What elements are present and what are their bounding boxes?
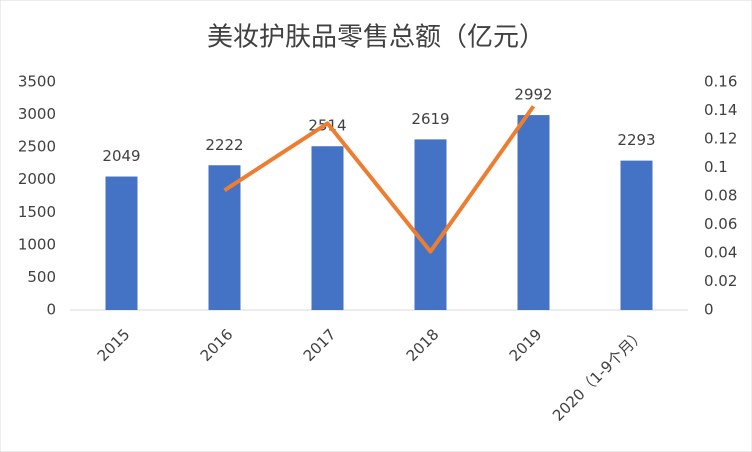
bar <box>517 115 550 310</box>
bar <box>208 165 241 310</box>
y2-tick-label: 0.04 <box>704 244 737 262</box>
y-tick-label: 1000 <box>18 235 56 253</box>
y-tick-label: 1500 <box>18 203 56 221</box>
y-tick-label: 0 <box>46 301 56 319</box>
bar <box>311 146 344 310</box>
bar <box>620 160 653 310</box>
bar <box>414 139 447 310</box>
y2-tick-label: 0 <box>704 301 714 319</box>
value-label: 2049 <box>102 147 140 165</box>
value-label: 2222 <box>205 136 243 154</box>
value-label: 2992 <box>514 86 552 104</box>
line <box>223 105 536 254</box>
chart-title: 美妆护肤品零售总额（亿元） <box>207 23 545 53</box>
y-tick-label: 2000 <box>18 170 56 188</box>
y2-tick-label: 0.1 <box>704 158 728 176</box>
y2-tick-label: 0.14 <box>704 101 737 119</box>
y2-tick-label: 0.08 <box>704 187 737 205</box>
y2-tick-label: 0.12 <box>704 130 737 148</box>
y-tick-label: 2500 <box>18 138 56 156</box>
value-label: 2619 <box>411 110 449 128</box>
y2-tick-label: 0.02 <box>704 272 737 290</box>
y-tick-label: 500 <box>27 268 56 286</box>
y-tick-label: 3000 <box>18 105 56 123</box>
y-tick-label: 3500 <box>18 73 56 91</box>
y2-tick-label: 0.06 <box>704 215 737 233</box>
y2-tick-label: 0.16 <box>704 73 737 91</box>
bar <box>105 176 138 310</box>
value-label: 2293 <box>617 131 655 149</box>
